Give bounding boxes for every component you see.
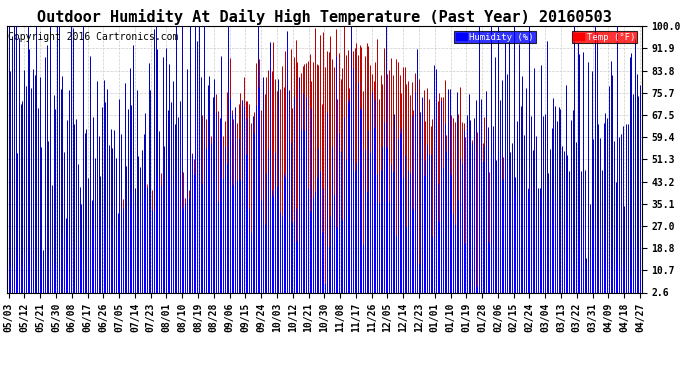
Legend: Temp (°F): Temp (°F) [571, 31, 637, 44]
Text: Copyright 2016 Cartronics.com: Copyright 2016 Cartronics.com [8, 32, 178, 42]
Title: Outdoor Humidity At Daily High Temperature (Past Year) 20160503: Outdoor Humidity At Daily High Temperatu… [37, 9, 612, 25]
